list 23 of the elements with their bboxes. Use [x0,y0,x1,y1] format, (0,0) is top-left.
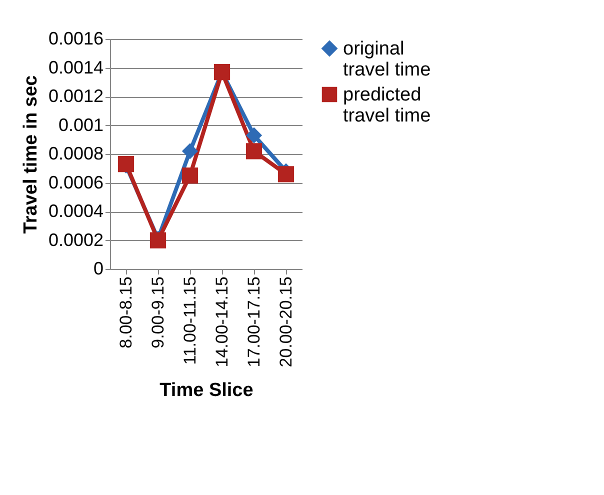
point [182,143,198,160]
y-tick-label: 0.0014 [48,57,104,78]
x-tick-label: 20.00-20.15 [276,276,296,368]
legend-label: predicted travel time [343,84,431,126]
x-axis-title: Time Slice [160,380,254,402]
point [182,168,198,184]
y-tick-label: 0.0008 [48,144,104,164]
y-tick-label: 0.0002 [48,230,104,250]
y-tick-label: 0.001 [58,114,104,135]
y-tick-label: 0 [93,258,104,278]
y-tick-label: 0.0016 [48,28,104,48]
y-axis-title: Travel time in sec [20,74,42,234]
y-tick-label: 0.0012 [48,86,104,106]
x-tick-label: 14.00-14.15 [212,276,232,368]
y-tick-label: 0.0006 [48,172,104,192]
point [278,166,294,182]
point [246,127,262,144]
x-tick-label: 11.00-11.15 [180,276,200,365]
x-tick-label: 17.00-17.15 [244,276,264,368]
x-tick-label: 8.00-8.15 [116,276,136,348]
point [246,143,262,160]
y-tick-label: 0.0004 [48,201,104,221]
x-tick-label: 9.00-9.15 [148,276,168,348]
